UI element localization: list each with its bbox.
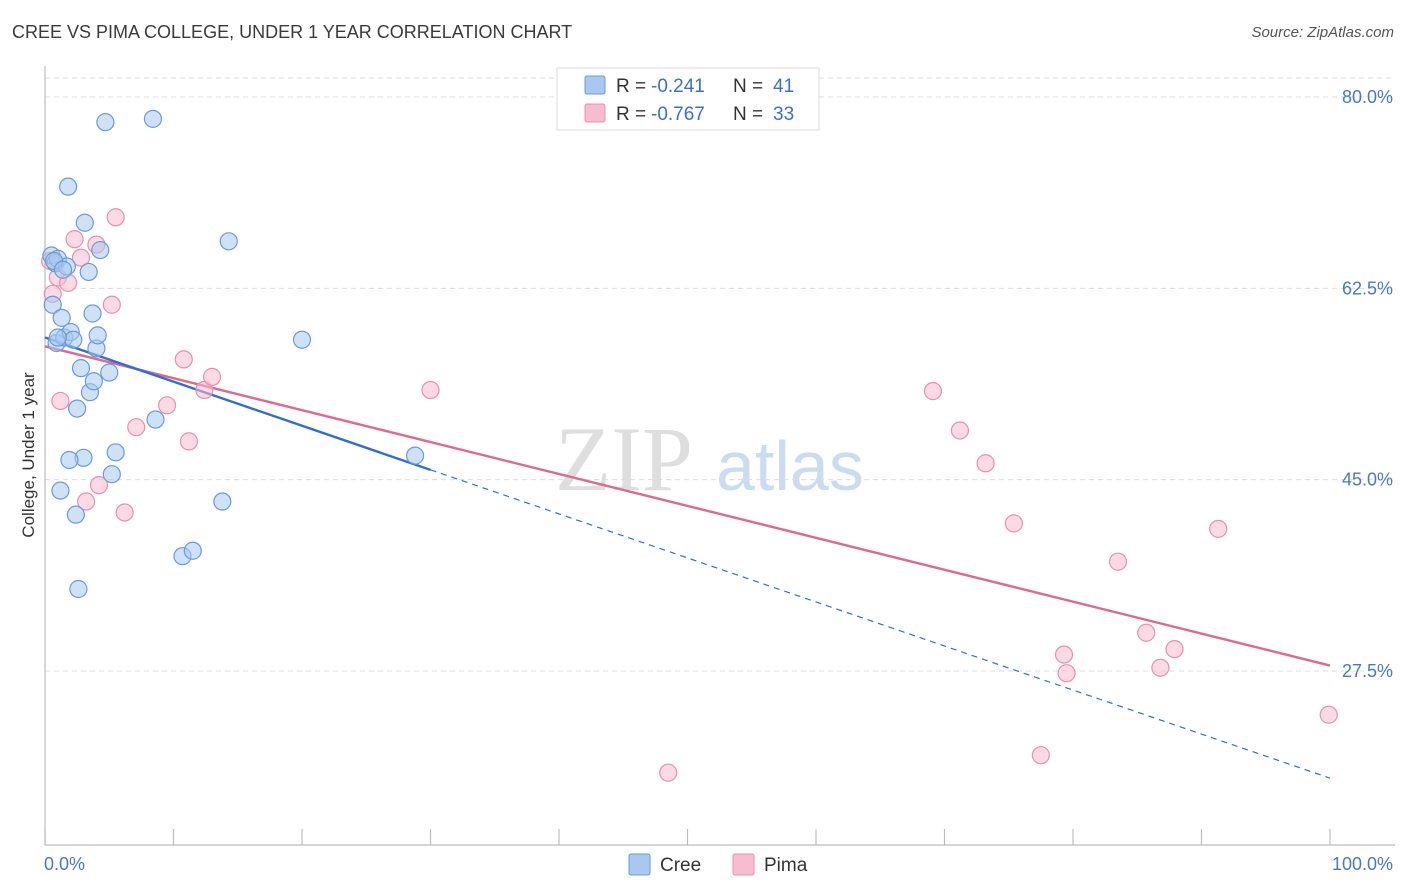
cree-point	[219, 232, 238, 251]
cree-point	[59, 177, 78, 196]
bottom-legend: Cree Pima	[628, 853, 808, 876]
legend-cree-n-label: N =	[733, 76, 763, 97]
cree-point	[71, 359, 91, 378]
bottom-legend-pima-swatch	[732, 853, 755, 876]
cree-point	[43, 295, 62, 314]
pima-point	[1054, 645, 1074, 664]
cree-point	[146, 410, 165, 429]
trend-lines	[44, 336, 1331, 779]
pima-point	[71, 248, 91, 267]
cree-point	[69, 579, 88, 599]
cree-point	[213, 492, 232, 511]
pima-point	[1137, 623, 1156, 642]
pima-point	[157, 396, 177, 415]
y-tick-label: 62.5%	[1342, 278, 1393, 298]
pima-point	[51, 391, 70, 411]
legend-pima-r-value: -0.767	[651, 104, 705, 125]
pima-point	[179, 432, 199, 451]
cree-point	[64, 330, 83, 349]
legend-pima-swatch	[584, 103, 606, 123]
pima-point	[77, 492, 96, 511]
legend-cree-n-value: 41	[773, 76, 794, 97]
pima-point	[106, 208, 125, 227]
pima-point	[923, 382, 943, 401]
pima-point	[102, 295, 121, 314]
pima-point	[421, 380, 440, 400]
legend-pima-n-label: N =	[733, 104, 763, 125]
pima-point	[950, 421, 970, 440]
cree-point	[52, 308, 71, 327]
y-tick-label: 45.0%	[1342, 470, 1393, 490]
legend-cree-r-label: R =	[616, 76, 646, 97]
cree-point	[102, 465, 121, 484]
pima-point	[1165, 640, 1184, 659]
cree-point	[66, 505, 85, 524]
pima-point	[1209, 519, 1228, 538]
cree-point	[83, 304, 102, 323]
cree-point	[75, 213, 94, 232]
cree-point	[88, 326, 107, 345]
y-tick-label: 80.0%	[1342, 87, 1393, 107]
watermark: ZIP atlas	[555, 408, 864, 510]
cree-point	[405, 446, 425, 465]
cree-point	[91, 240, 110, 260]
y-tick-label: 27.5%	[1342, 661, 1393, 681]
bottom-legend-pima-label: Pima	[764, 855, 808, 876]
cree-point	[183, 541, 202, 560]
cree-point	[51, 481, 70, 500]
source-label: Source: ZipAtlas.com	[1251, 24, 1394, 41]
y-axis-label: College, Under 1 year	[19, 372, 38, 538]
legend-cree-r-value: -0.241	[651, 76, 705, 97]
pima-point	[976, 454, 995, 473]
pima-trend-line	[44, 345, 1331, 667]
pima-point	[1319, 705, 1338, 724]
cree-point	[143, 109, 163, 128]
pima-point	[202, 367, 222, 386]
cree-point	[84, 372, 103, 391]
cree-point	[60, 450, 79, 470]
chart-title: CREE VS PIMA COLLEGE, UNDER 1 YEAR CORRE…	[12, 22, 573, 42]
watermark-zip: ZIP	[555, 408, 693, 510]
pima-point	[174, 350, 193, 369]
legend-pima-r-label: R =	[616, 104, 646, 125]
cree-point	[292, 330, 312, 349]
legend-cree-swatch	[584, 75, 606, 95]
grid-lines	[45, 77, 1395, 672]
watermark-atlas: atlas	[716, 427, 864, 505]
legend-pima-n-value: 33	[773, 104, 794, 125]
cree-point	[48, 328, 67, 347]
bottom-legend-cree-swatch	[628, 853, 651, 876]
bottom-legend-cree-label: Cree	[660, 855, 701, 876]
data-points	[41, 109, 1338, 782]
legend-box: R = -0.241 N = 41 R = -0.767 N = 33	[556, 67, 820, 131]
pima-point	[115, 503, 134, 522]
cree-trend-extension	[430, 469, 1331, 779]
pima-point	[1151, 658, 1170, 677]
cree-point	[68, 399, 87, 418]
pima-point	[1004, 514, 1023, 533]
cree-point	[79, 262, 98, 282]
cree-point	[106, 443, 125, 462]
pima-point	[659, 763, 678, 782]
axes	[44, 66, 1395, 846]
cree-point	[53, 260, 73, 279]
cree-trend-line	[44, 336, 431, 471]
tick-labels: 27.5% 45.0% 62.5% 80.0% 0.0% 100.0%	[44, 87, 1393, 874]
cree-point	[96, 113, 115, 132]
pima-point	[127, 418, 146, 437]
pima-point	[1031, 746, 1050, 765]
pima-point	[89, 476, 109, 495]
pima-point	[65, 230, 84, 249]
pima-point	[1108, 552, 1128, 571]
x-tick-label-max: 100.0%	[1332, 854, 1393, 874]
x-tick-label-min: 0.0%	[44, 854, 85, 874]
cree-point	[100, 363, 119, 382]
pima-point	[1057, 664, 1076, 683]
